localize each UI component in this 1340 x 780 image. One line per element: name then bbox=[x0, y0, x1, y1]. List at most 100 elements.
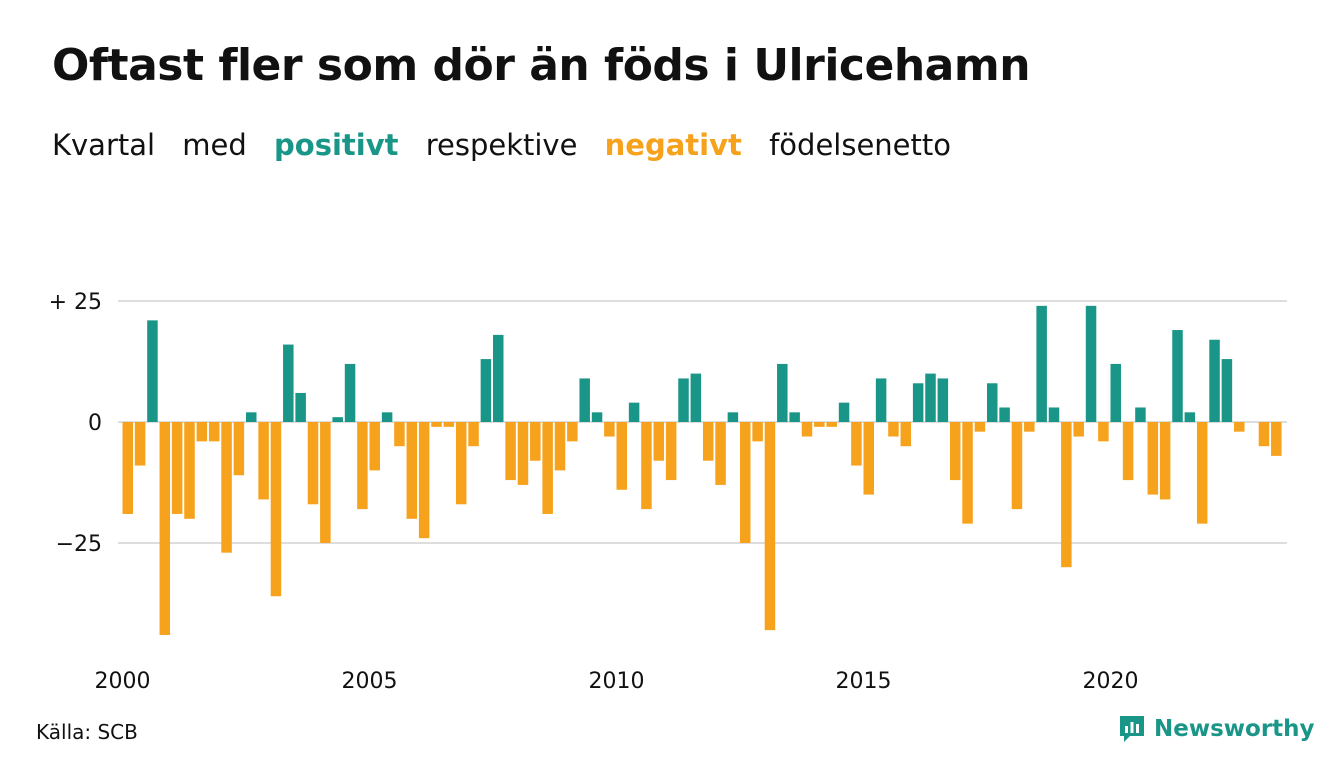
x-tick-label: 2005 bbox=[342, 669, 398, 694]
bar-70 bbox=[987, 383, 998, 422]
bar-16 bbox=[320, 422, 331, 543]
chart-title: Oftast fler som dör än föds i Ulricehamn bbox=[52, 40, 1031, 91]
subtitle-word-fodelsenetto: födelsenetto bbox=[769, 128, 951, 162]
newsworthy-logo-icon bbox=[1118, 714, 1146, 744]
bar-71 bbox=[999, 407, 1010, 422]
bar-4 bbox=[171, 422, 183, 514]
bar-35 bbox=[554, 422, 566, 471]
x-tick-label: 2000 bbox=[95, 669, 151, 694]
bar-2 bbox=[147, 320, 158, 422]
bar-85 bbox=[1172, 330, 1183, 422]
bar-74 bbox=[1036, 305, 1047, 422]
bar-8 bbox=[221, 422, 232, 553]
chart-subtitle: Kvartal med positivt respektive negativt… bbox=[52, 128, 969, 162]
bar-93 bbox=[1271, 422, 1282, 456]
subtitle-word-med: med bbox=[182, 128, 247, 162]
brand-name: Newsworthy bbox=[1154, 716, 1315, 742]
bar-87 bbox=[1196, 422, 1208, 524]
bar-21 bbox=[381, 412, 393, 422]
bar-69 bbox=[974, 422, 986, 432]
bar-9 bbox=[233, 422, 245, 476]
subtitle-word-kvartal: Kvartal bbox=[52, 128, 156, 162]
bar-47 bbox=[702, 422, 714, 461]
source-label: Källa: SCB bbox=[36, 720, 138, 744]
bar-37 bbox=[579, 378, 590, 422]
bar-1 bbox=[134, 422, 146, 466]
bar-73 bbox=[1024, 422, 1035, 432]
bar-14 bbox=[295, 392, 306, 422]
bar-57 bbox=[826, 422, 837, 427]
bar-13 bbox=[283, 344, 294, 422]
bar-38 bbox=[591, 412, 603, 422]
y-tick-label: −25 bbox=[56, 532, 102, 557]
bar-84 bbox=[1159, 422, 1171, 500]
bar-46 bbox=[690, 373, 702, 422]
bar-30 bbox=[493, 334, 504, 422]
bar-22 bbox=[394, 422, 405, 447]
bar-44 bbox=[665, 422, 677, 481]
bar-67 bbox=[949, 422, 961, 481]
bar-17 bbox=[332, 417, 343, 422]
bar-39 bbox=[604, 422, 615, 437]
bar-88 bbox=[1209, 339, 1220, 422]
y-tick-label: 0 bbox=[88, 411, 102, 436]
bar-64 bbox=[912, 383, 924, 422]
bar-49 bbox=[727, 412, 739, 422]
bar-81 bbox=[1122, 422, 1134, 481]
bar-53 bbox=[777, 363, 788, 422]
bar-10 bbox=[246, 412, 257, 422]
bar-45 bbox=[678, 378, 689, 422]
bar-83 bbox=[1147, 422, 1159, 495]
bar-86 bbox=[1184, 412, 1196, 422]
x-axis-labels: 2000 2005 2010 2015 2020 bbox=[95, 669, 1139, 694]
bar-63 bbox=[900, 422, 912, 447]
bar-90 bbox=[1234, 422, 1245, 432]
bar-58 bbox=[838, 402, 850, 422]
bar-65 bbox=[925, 373, 936, 422]
bar-23 bbox=[406, 422, 418, 519]
x-tick-label: 2010 bbox=[589, 669, 645, 694]
y-axis-labels: + 25 0 −25 bbox=[49, 290, 102, 557]
bar-41 bbox=[628, 402, 640, 422]
bar-3 bbox=[159, 422, 171, 635]
y-tick-label: + 25 bbox=[49, 290, 102, 315]
bar-54 bbox=[789, 412, 800, 422]
bar-52 bbox=[764, 422, 776, 631]
bar-55 bbox=[801, 422, 813, 437]
bar-92 bbox=[1258, 422, 1270, 447]
bar-15 bbox=[307, 422, 319, 505]
bar-25 bbox=[431, 422, 442, 427]
bar-5 bbox=[184, 422, 195, 519]
x-tick-label: 2015 bbox=[836, 669, 892, 694]
x-tick-label: 2020 bbox=[1083, 669, 1139, 694]
bar-20 bbox=[369, 422, 380, 471]
bar-layer bbox=[122, 305, 1282, 635]
bar-26 bbox=[443, 422, 455, 427]
subtitle-positive-label: positivt bbox=[274, 128, 399, 162]
bar-0 bbox=[122, 422, 133, 514]
bar-31 bbox=[505, 422, 516, 481]
bar-7 bbox=[208, 422, 220, 442]
bar-36 bbox=[567, 422, 578, 442]
bar-77 bbox=[1073, 422, 1084, 437]
subtitle-negative-label: negativt bbox=[604, 128, 742, 162]
bar-51 bbox=[752, 422, 763, 442]
bar-60 bbox=[863, 422, 874, 495]
bar-42 bbox=[641, 422, 652, 510]
bar-75 bbox=[1048, 407, 1060, 422]
bar-33 bbox=[530, 422, 541, 461]
bar-68 bbox=[962, 422, 973, 524]
bar-82 bbox=[1135, 407, 1146, 422]
bar-59 bbox=[851, 422, 862, 466]
bar-48 bbox=[715, 422, 726, 485]
bar-61 bbox=[875, 378, 887, 422]
bar-43 bbox=[653, 422, 665, 461]
bar-72 bbox=[1011, 422, 1023, 510]
bar-62 bbox=[888, 422, 899, 437]
bar-11 bbox=[258, 422, 269, 500]
bar-78 bbox=[1085, 305, 1097, 422]
bar-50 bbox=[740, 422, 751, 543]
bar-89 bbox=[1221, 359, 1233, 422]
bar-12 bbox=[270, 422, 282, 597]
